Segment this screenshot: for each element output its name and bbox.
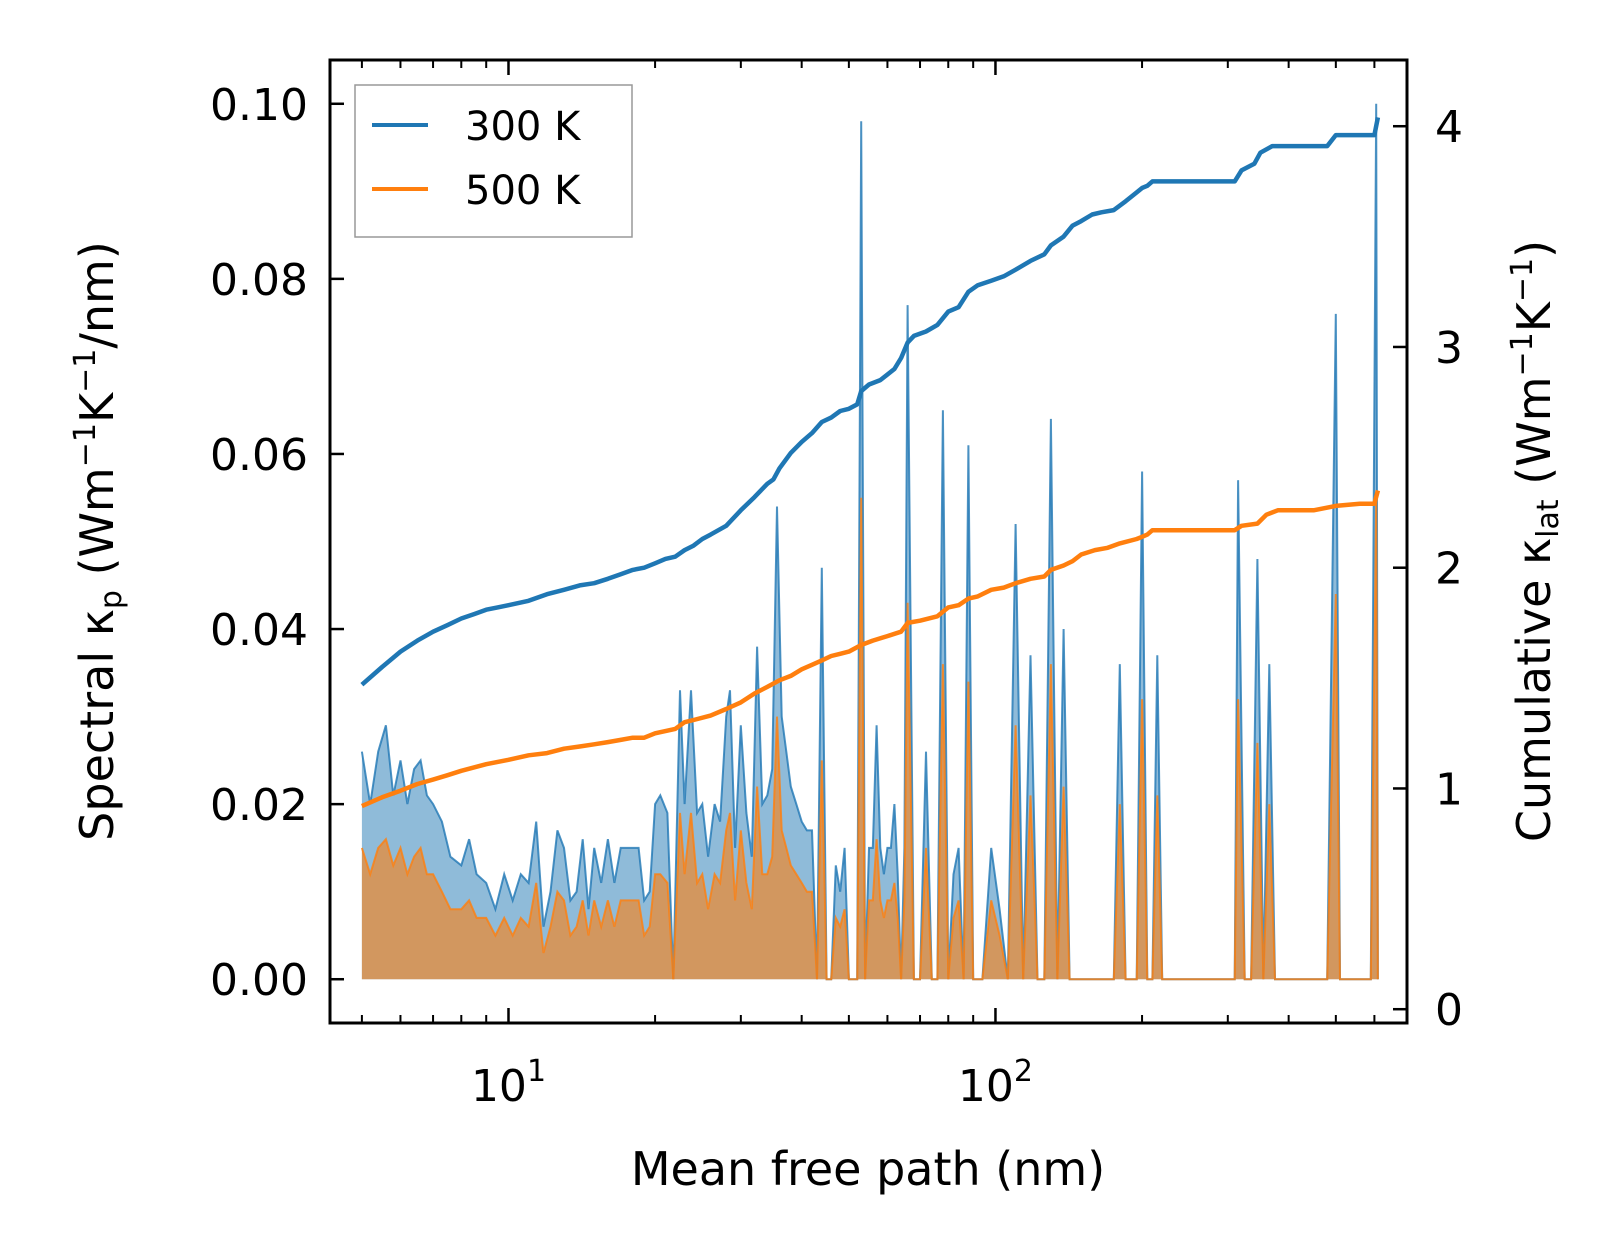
left-tick-label: 0.08 xyxy=(210,255,308,306)
x-tick-label: 102 xyxy=(958,1054,1033,1112)
right-tick-label: 2 xyxy=(1435,544,1463,595)
spectral-line-500k xyxy=(360,497,1379,981)
cumulative-line-300k xyxy=(360,116,1381,687)
left-axis-title: Spectral κp (Wm−1K−1/nm) xyxy=(68,241,129,841)
right-tick-label: 3 xyxy=(1435,323,1463,374)
spectral-area-500k xyxy=(361,497,1378,980)
left-tick-label: 0.06 xyxy=(210,430,308,481)
legend-frame xyxy=(354,84,633,238)
right-tick-label: 4 xyxy=(1435,102,1463,153)
legend-500k-label: 500 K xyxy=(465,168,582,214)
tick-layer: 0.00 0.02 0.04 0.06 0.08 0.10 0 1 2 3 4 101 102 xyxy=(210,60,1463,1112)
left-tick-label: 0.02 xyxy=(210,780,308,831)
legend-300k-label: 300 K xyxy=(465,104,582,150)
left-tick-label: 0.10 xyxy=(210,80,308,131)
left-tick-label: 0.04 xyxy=(210,605,308,656)
plot-frame xyxy=(328,58,1409,1025)
cumulative-line-500k xyxy=(361,489,1381,809)
right-tick-label: 0 xyxy=(1435,985,1463,1036)
spectral-area-300k xyxy=(361,103,1378,980)
spectral-area-layer xyxy=(360,103,1379,981)
right-tick-label: 1 xyxy=(1435,764,1463,815)
left-tick-label: 0.00 xyxy=(210,955,308,1006)
line-layer xyxy=(360,116,1381,809)
legend: 300 K 500 K xyxy=(354,84,633,238)
x-tick-label: 101 xyxy=(471,1054,546,1112)
right-axis-title: Cumulative κlat (Wm−1K−1) xyxy=(1505,240,1566,842)
x-axis-title: Mean free path (nm) xyxy=(631,1142,1105,1196)
